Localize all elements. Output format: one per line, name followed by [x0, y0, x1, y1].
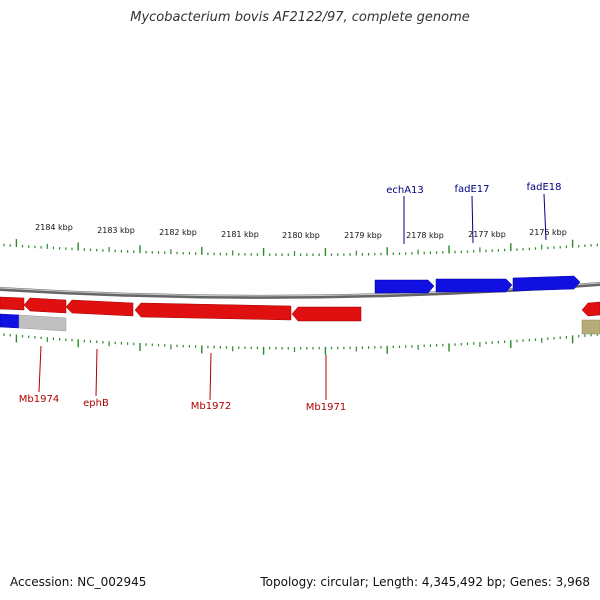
feature-olive-right[interactable]	[581, 319, 600, 335]
kbp-label: 2177 kbp	[468, 230, 506, 239]
kbp-label: 2184 kbp	[35, 223, 73, 232]
gene-arrow-reverse[interactable]	[0, 296, 25, 311]
reverse-gene-labels: Mb1974 ephB Mb1972 Mb1971	[19, 394, 346, 413]
leader-line-Mb1972	[209, 352, 212, 401]
reverse-leaders	[38, 345, 327, 401]
accession-text: Accession: NC_002945	[10, 575, 147, 589]
scale-labels: 2184 kbp 2183 kbp 2182 kbp 2181 kbp 2180…	[35, 223, 567, 240]
kbp-label: 2183 kbp	[97, 226, 135, 235]
genome-summary-text: Topology: circular; Length: 4,345,492 bp…	[260, 575, 590, 589]
scale-ticks-bottom	[3, 333, 598, 355]
map-title: Mycobacterium bovis AF2122/97, complete …	[130, 10, 470, 25]
leader-line-fadE17	[471, 195, 474, 244]
gene-label-Mb1972[interactable]: Mb1972	[191, 401, 231, 412]
gene-label-echA13[interactable]: echA13	[386, 185, 424, 196]
gene-arrow-edge-right[interactable]	[581, 301, 600, 317]
gene-arrow-fadE18[interactable]	[512, 275, 581, 292]
kbp-label: 2179 kbp	[344, 231, 382, 240]
scale-ticks-top	[3, 239, 598, 256]
feature-grey-left[interactable]	[18, 314, 67, 332]
gene-arrow-Mb1972[interactable]	[134, 302, 292, 321]
gene-arrow-Mb1974[interactable]	[23, 297, 67, 314]
gene-arrow-Mb1971[interactable]	[291, 306, 362, 322]
gene-arrow-echA13[interactable]	[374, 279, 435, 294]
gene-label-Mb1974[interactable]: Mb1974	[19, 394, 59, 405]
forward-leaders	[403, 193, 547, 244]
feature-blue-left[interactable]	[0, 313, 20, 329]
kbp-label: 2180 kbp	[282, 231, 320, 240]
leader-line-ephB	[95, 348, 98, 397]
reverse-genes	[0, 296, 600, 322]
gene-label-fadE17[interactable]: fadE17	[454, 184, 489, 195]
gene-label-fadE18[interactable]: fadE18	[526, 182, 561, 193]
forward-genes	[374, 275, 581, 294]
kbp-label: 2176 kbp	[529, 228, 567, 237]
gene-label-Mb1971[interactable]: Mb1971	[306, 402, 346, 413]
leader-line-fadE18	[543, 193, 547, 241]
forward-gene-labels: echA13 fadE17 fadE18	[386, 182, 561, 196]
kbp-label: 2181 kbp	[221, 230, 259, 239]
leader-line-Mb1974	[38, 345, 42, 393]
kbp-label: 2178 kbp	[406, 231, 444, 240]
gene-label-ephB[interactable]: ephB	[83, 398, 109, 409]
gene-arrow-ephB[interactable]	[65, 299, 134, 317]
gene-arrow-fadE17[interactable]	[435, 278, 513, 293]
kbp-label: 2182 kbp	[159, 228, 197, 237]
